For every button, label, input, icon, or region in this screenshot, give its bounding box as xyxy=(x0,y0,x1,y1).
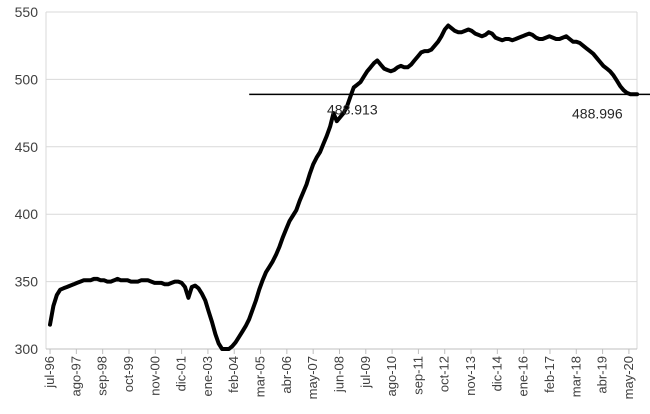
x-tick-label: sep-98 xyxy=(95,356,110,396)
gridlines xyxy=(45,11,638,350)
y-tick-label: 400 xyxy=(15,206,39,222)
x-tick-label: nov-13 xyxy=(463,356,478,396)
y-tick-label: 300 xyxy=(15,341,39,357)
x-axis xyxy=(46,348,637,354)
x-tick-label: ago-10 xyxy=(384,356,399,396)
series-line xyxy=(48,23,640,351)
y-tick-label: 350 xyxy=(15,274,39,290)
x-tick-label: abr-06 xyxy=(279,356,294,394)
x-tick-label: jul-96 xyxy=(42,356,57,389)
x-tick-label: oct-99 xyxy=(121,356,136,392)
x-tick-label: dic-01 xyxy=(174,356,189,391)
x-tick-label: jun-08 xyxy=(331,356,346,393)
x-tick-label: feb-17 xyxy=(542,356,557,393)
x-tick-label: sep-11 xyxy=(410,356,425,395)
x-tick-label: may-07 xyxy=(305,356,320,399)
x-tick-label: mar-18 xyxy=(568,356,583,397)
x-tick-label: abr-19 xyxy=(595,356,610,394)
y-tick-label: 550 xyxy=(15,4,39,20)
x-tick-label: oct-12 xyxy=(437,356,452,392)
y-axis-tick-labels: 300 350 400 450 500 550 xyxy=(15,4,39,357)
x-tick-label: dic-14 xyxy=(489,356,504,391)
y-tick-label: 450 xyxy=(15,139,39,155)
annotation-left-value: 488.913 xyxy=(327,101,378,117)
x-tick-label: feb-04 xyxy=(226,356,241,393)
x-tick-label: may-20 xyxy=(621,356,636,399)
x-tick-label: ago-97 xyxy=(68,356,83,396)
x-tick-label: ene-16 xyxy=(516,356,531,396)
x-tick-label: jul-09 xyxy=(358,356,373,389)
x-tick-label: mar-05 xyxy=(253,356,268,397)
y-tick-label: 500 xyxy=(15,71,39,87)
x-tick-label: nov-00 xyxy=(147,356,162,396)
annotation-right-value: 488.996 xyxy=(572,105,623,121)
x-axis-tick-labels: jul-96 ago-97 sep-98 oct-99 nov-00 dic-01 ene-… xyxy=(42,356,636,399)
x-tick-label: ene-03 xyxy=(200,356,215,396)
